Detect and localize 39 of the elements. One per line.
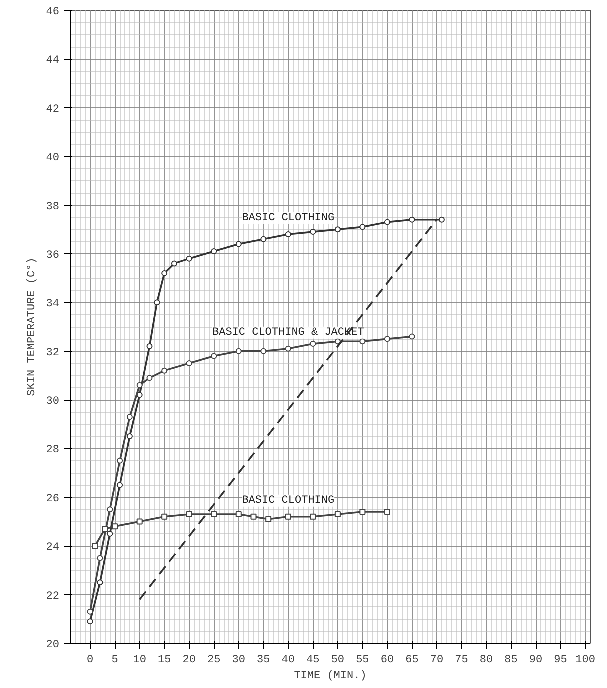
x-tick-label: 55 <box>356 654 370 666</box>
x-tick-label: 80 <box>480 654 494 666</box>
x-tick-label: 65 <box>406 654 419 666</box>
x-tick-label: 20 <box>182 654 196 666</box>
y-tick-label: 38 <box>46 201 60 214</box>
x-tick-label: 40 <box>282 654 296 666</box>
y-tick-label: 24 <box>46 542 60 554</box>
y-tick-label: 44 <box>46 55 60 68</box>
y-tick-label: 28 <box>46 444 60 457</box>
y-axis-title: SKIN TEMPERATURE (C°) <box>26 258 38 396</box>
x-tick-label: 50 <box>331 654 345 666</box>
series-label: BASIC CLOTHING <box>242 494 335 507</box>
y-tick-label: 40 <box>46 152 60 165</box>
x-tick-label: 0 <box>87 654 94 666</box>
x-tick-label: 30 <box>232 654 246 666</box>
y-tick-label: 26 <box>46 493 60 506</box>
y-tick-label: 32 <box>46 347 60 360</box>
x-tick-label: 5 <box>112 654 118 666</box>
y-tick-label: 22 <box>46 590 60 603</box>
x-tick-label: 70 <box>430 654 444 666</box>
y-tick-label: 42 <box>46 104 60 116</box>
x-tick-label: 10 <box>133 654 146 666</box>
x-tick-label: 15 <box>158 654 172 666</box>
y-tick-label: 20 <box>46 640 60 652</box>
y-tick-label: 46 <box>46 6 60 18</box>
x-tick-label: 85 <box>504 654 518 666</box>
x-tick-label: 35 <box>257 654 270 666</box>
x-axis-title: TIME (MIN.) <box>294 670 367 682</box>
x-tick-label: 75 <box>455 654 468 666</box>
x-tick-label: 60 <box>380 654 394 666</box>
x-tick-label: 90 <box>529 654 543 666</box>
x-tick-label: 45 <box>306 654 320 666</box>
series-label: BASIC CLOTHING <box>242 212 335 224</box>
y-tick-label: 34 <box>46 298 60 311</box>
x-tick-label: 95 <box>554 654 568 666</box>
x-tick-label: 100 <box>576 654 596 666</box>
y-tick-label: 36 <box>46 250 60 262</box>
x-tick-label: 25 <box>208 654 221 666</box>
y-tick-label: 30 <box>46 396 60 408</box>
